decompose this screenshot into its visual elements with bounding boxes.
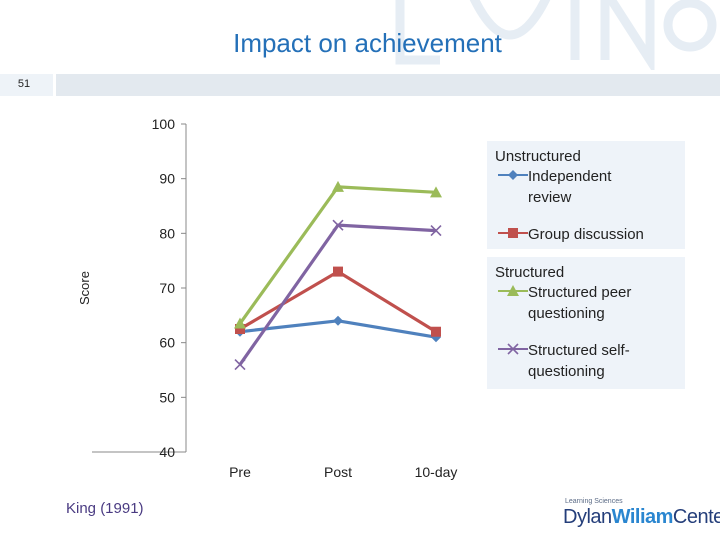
data-point [430, 225, 442, 237]
y-axis-label: Score [77, 271, 92, 305]
y-tick-label: 60 [159, 335, 175, 351]
y-tick-label: 40 [159, 444, 175, 460]
legend-entry-line: questioning [528, 305, 605, 322]
legend-swatch-marker [507, 343, 519, 355]
x-tick-label: Post [324, 464, 352, 480]
legend-entry-label: Independent review [528, 168, 612, 206]
legend-entry-line: Group discussion [528, 226, 644, 243]
series-line-3 [238, 185, 437, 325]
x-tick-label: Pre [229, 464, 251, 480]
legend-entry-line: review [528, 189, 572, 206]
x-tick-label: 10-day [415, 464, 458, 480]
y-tick-label: 50 [159, 389, 175, 405]
legend-entry-line: Structured self- [528, 342, 630, 359]
data-point [431, 326, 441, 337]
legend-swatch-marker [507, 285, 519, 296]
slide-number: 51 [17, 78, 31, 90]
data-point-stroke [234, 358, 246, 371]
y-tick-label: 70 [159, 280, 175, 296]
legend-swatch-marker [508, 170, 518, 180]
legend-group-label: Unstructured [495, 148, 581, 165]
legend-entry-line: Structured peer [528, 284, 631, 301]
header-rule [56, 74, 720, 96]
brand-name-part1: Dylan [563, 506, 612, 528]
data-point [430, 186, 442, 198]
legend-box-unstructured [487, 141, 685, 249]
citation: King (1991) [66, 500, 144, 517]
brand-name-part3: Center [672, 506, 720, 528]
legend-swatch-marker [508, 228, 518, 238]
slide-number-bar [0, 74, 53, 96]
legend-entry-label: Group discussion [528, 226, 644, 243]
decorative-logo-watermark [395, 0, 717, 70]
data-point [333, 315, 343, 326]
slide-title: Impact on achievement [233, 28, 502, 58]
brand-logo: DylanWiliamCenter [563, 506, 720, 529]
data-point [235, 324, 245, 334]
data-point-stroke [332, 219, 344, 231]
y-tick-label: 100 [152, 116, 176, 132]
legend-box-structured [487, 257, 685, 389]
y-tick-label: 90 [159, 171, 175, 187]
legend-swatch-marker-stroke [507, 343, 519, 355]
data-point-stroke [430, 225, 442, 237]
data-point [234, 317, 246, 329]
legend-entry-line: questioning [528, 363, 605, 380]
data-point [333, 266, 343, 277]
series-line-4 [238, 223, 437, 366]
legend-group-label: Structured [495, 264, 564, 281]
legend-entry-label: Structured peer questioning [528, 284, 631, 322]
legend-entry-label: Structured self-questioning [528, 342, 630, 380]
y-tick-label: 80 [159, 225, 175, 241]
data-point [332, 219, 344, 231]
brand-tagline: Learning Sciences [565, 498, 623, 505]
data-point [332, 180, 344, 192]
brand-name-part2: Wiliam [611, 506, 674, 528]
data-point [234, 358, 246, 371]
legend-entry-line: Independent [528, 168, 612, 185]
